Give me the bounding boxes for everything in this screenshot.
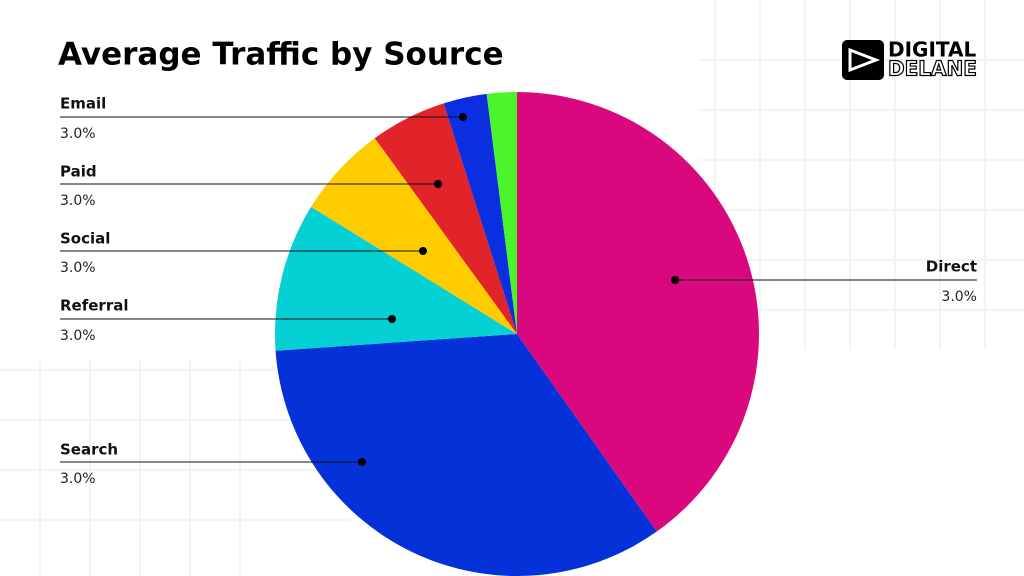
leader-dot bbox=[419, 247, 427, 255]
logo: DIGITAL DELANE bbox=[842, 38, 977, 81]
pie-slice bbox=[443, 93, 517, 335]
slice-label: Email bbox=[60, 95, 106, 113]
slice-label: Social bbox=[60, 230, 110, 248]
leader-dot bbox=[434, 180, 442, 188]
leader-dot bbox=[358, 458, 366, 466]
slice-annotation: 3.0% bbox=[60, 471, 96, 487]
slice-annotation: 3.0% bbox=[60, 126, 96, 142]
logo-glyph bbox=[848, 47, 881, 73]
slice-label: Direct bbox=[926, 258, 977, 276]
leader-dot bbox=[459, 113, 467, 121]
slice-label: Referral bbox=[60, 297, 128, 315]
pie-slice bbox=[274, 206, 517, 351]
pie-slice bbox=[517, 92, 759, 532]
slice-annotation: 3.0% bbox=[60, 193, 96, 209]
slice-label: Paid bbox=[60, 163, 97, 181]
slice-annotation: 3.0% bbox=[60, 260, 96, 276]
pie-slice bbox=[486, 92, 517, 334]
slice-annotation: 3.0% bbox=[941, 289, 977, 305]
slice-label: Search bbox=[60, 441, 118, 459]
slice-annotation: 3.0% bbox=[60, 328, 96, 344]
pie-slice bbox=[275, 334, 657, 576]
leader-dot bbox=[388, 315, 396, 323]
pie-slice bbox=[311, 138, 517, 334]
logo-text: DELANE bbox=[888, 57, 977, 81]
leader-dot bbox=[671, 276, 679, 284]
pie-slice bbox=[374, 103, 517, 334]
chart-title: Average Traffic by Source bbox=[58, 37, 504, 73]
logo-text: DIGITAL bbox=[888, 38, 976, 62]
